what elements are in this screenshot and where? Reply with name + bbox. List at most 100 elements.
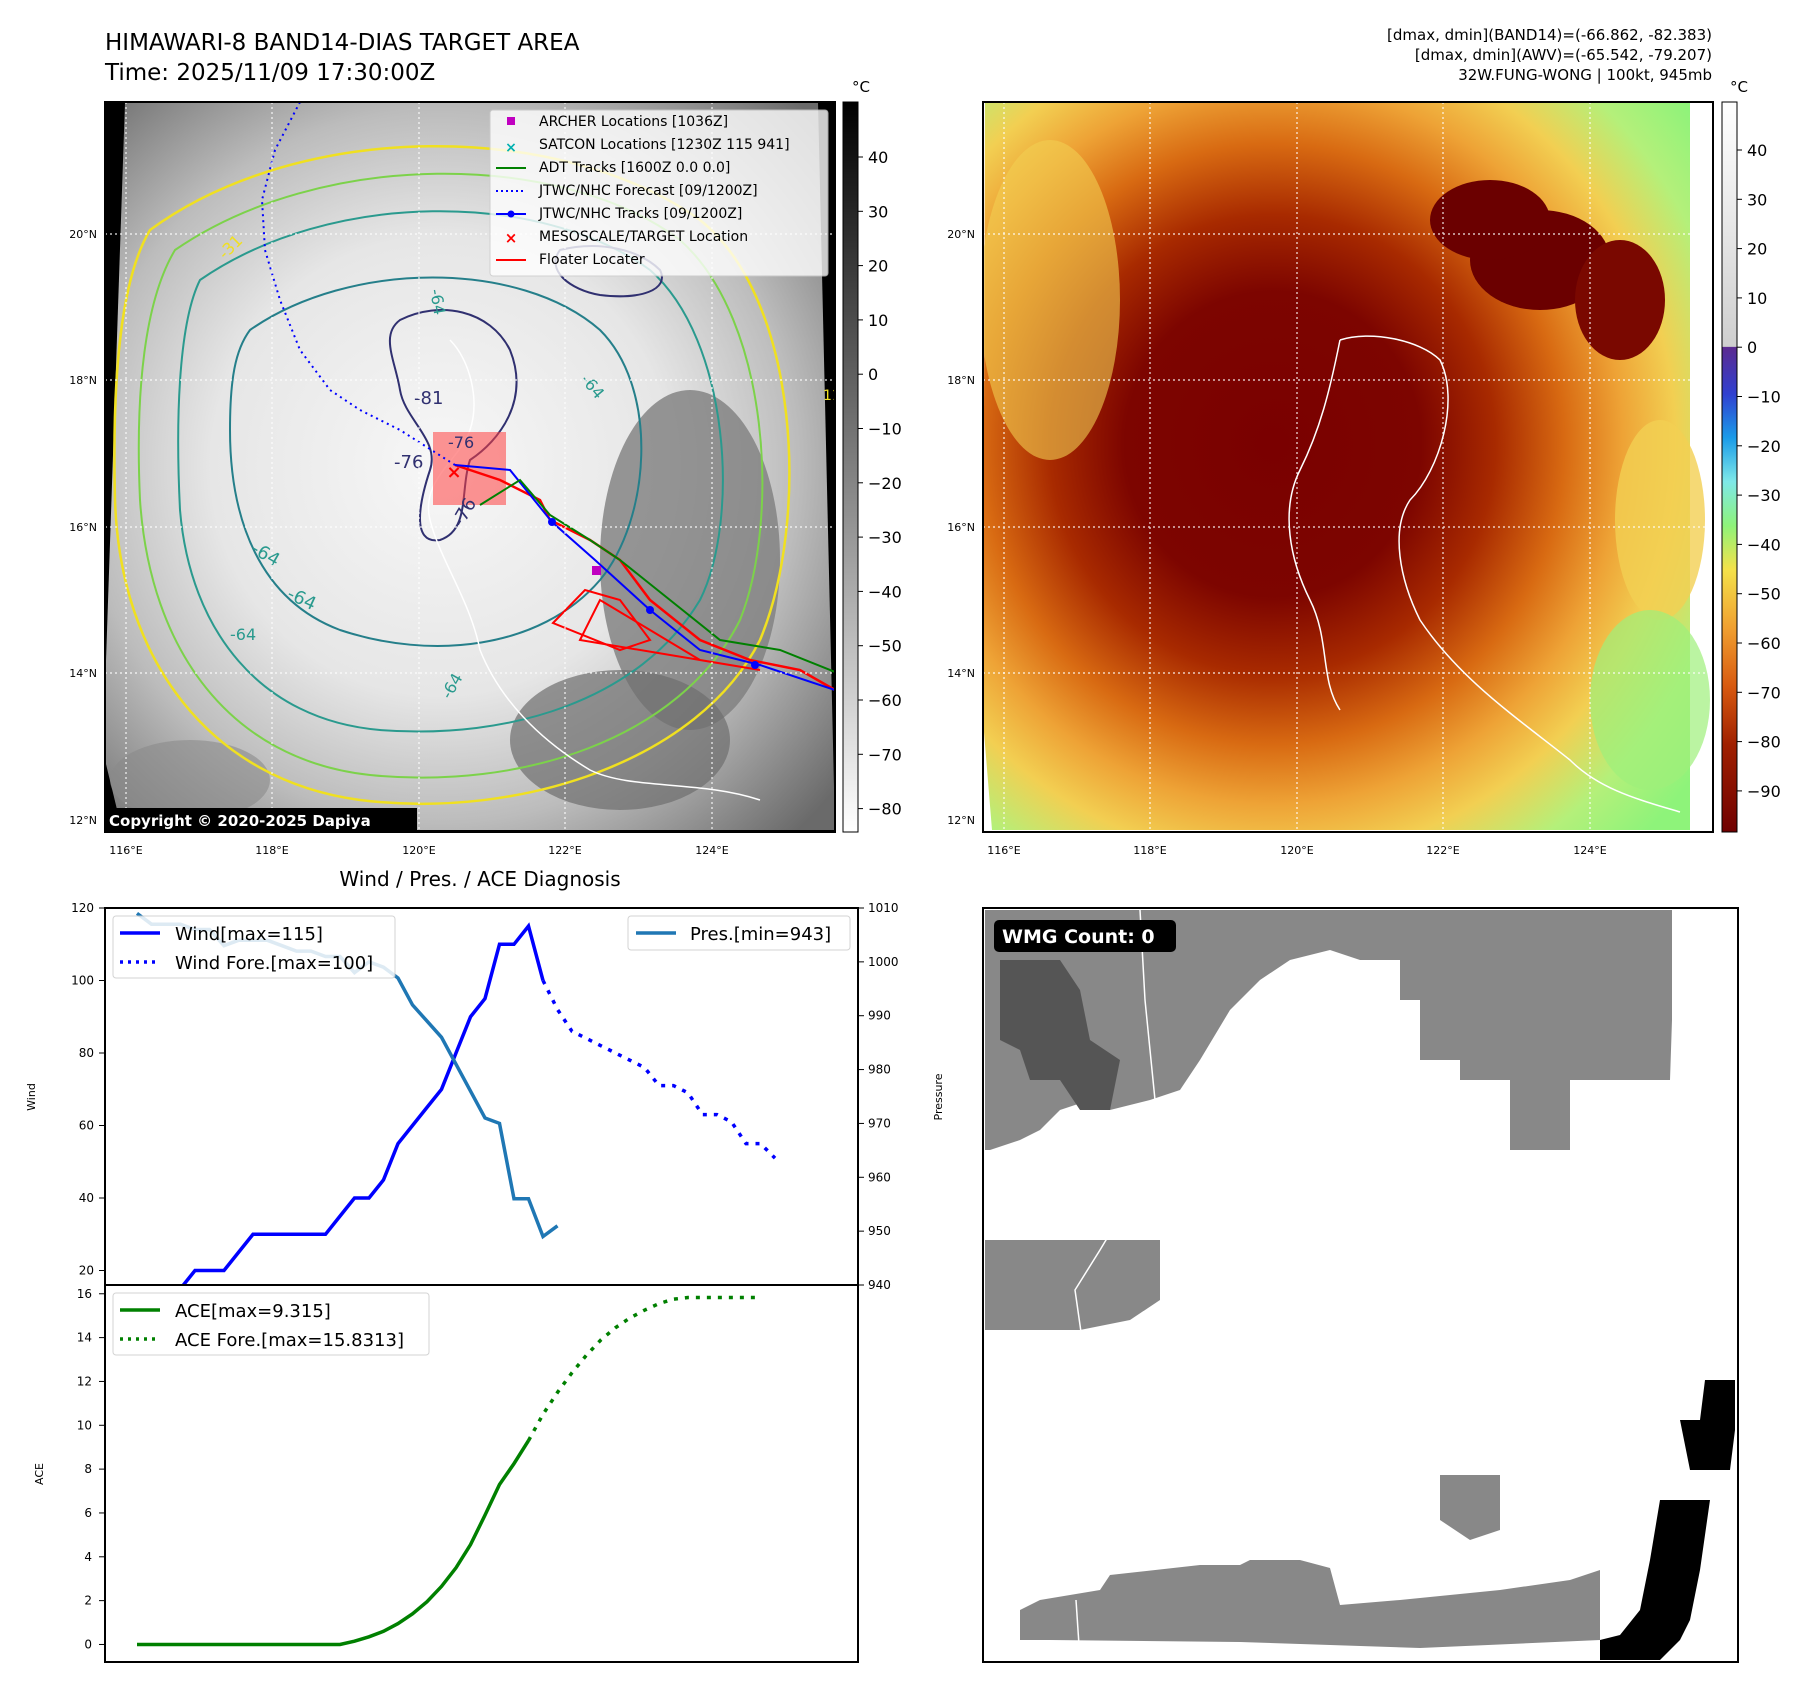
ace-chart: ACE 16 14 12 10 8 6 4 2 0 ACE[max=9.315] ACE For…	[33, 1284, 859, 1663]
ace-fore-legend-label: ACE Fore.[max=15.8313]	[175, 1330, 404, 1351]
clear-patch	[110, 740, 270, 820]
ace-series-line	[137, 1439, 530, 1647]
pressure-ytick-label: 1000	[868, 955, 899, 969]
color-colorbar: °C 40 30 20 10 0 −10 −20 −30 −40 −50 −60 −70 −80 −90	[1721, 78, 1781, 833]
wmg-black-region	[1680, 1380, 1735, 1470]
colorbar-tick-label: −70	[1747, 683, 1781, 702]
colorbar-tick-label: 20	[868, 257, 888, 276]
pressure-ytick-label: 970	[868, 1116, 891, 1130]
colorbar-tick-label: −80	[868, 800, 902, 819]
legend-label: MESOSCALE/TARGET Location	[539, 229, 748, 245]
wind-ytick-label: 100	[71, 974, 94, 988]
ir-gray-map: × -81 -76 -76 -76 -64 -64 -64 -64 -64 -6…	[69, 101, 836, 857]
legend-label: JTWC/NHC Forecast [09/1200Z]	[538, 183, 758, 199]
legend-target-marker: ×	[505, 229, 518, 247]
coastline-luzon	[1339, 335, 1681, 813]
ace-ytick-label: 4	[84, 1550, 92, 1564]
ace-yticks: 16 14 12 10 8 6 4 2 0	[77, 1287, 105, 1651]
target-marker: ×	[446, 462, 461, 483]
colorbar-ticks: 40 30 20 10 0 −10 −20 −30 −40 −50 −60 −70 −80	[858, 148, 902, 819]
lon-label: 118°E	[1133, 844, 1166, 857]
wind-ytick-label: 20	[79, 1264, 94, 1278]
lat-label: 12°N	[69, 814, 97, 827]
wind-forecast-series-line	[541, 979, 777, 1160]
wmg-dark-region	[1000, 960, 1120, 1110]
map1-frame	[104, 101, 836, 833]
coastline	[427, 339, 761, 801]
ace-legend-box	[112, 1292, 430, 1356]
wind-yticks: 120 100 80 60 40 20	[71, 901, 105, 1278]
lon-label: 116°E	[987, 844, 1020, 857]
map2-lat-labels: 20°N 18°N 16°N 14°N 12°N	[947, 228, 975, 827]
contour-label: -64	[230, 625, 256, 644]
warm-band	[1590, 610, 1710, 790]
band14-range: [dmax, dmin](BAND14)=(-66.862, -82.383)	[1387, 26, 1712, 44]
colorbar-tick-label: −30	[868, 528, 902, 547]
colorbar-tick-label: 10	[868, 311, 888, 330]
floater-polygon	[578, 598, 761, 671]
colorbar-tick-label: −10	[868, 420, 902, 439]
legend-label: SATCON Locations [1230Z 115 941]	[539, 137, 790, 153]
lon-label: 116°E	[109, 844, 142, 857]
jtwc-point	[751, 661, 759, 669]
legend-jtwc-dot	[507, 210, 515, 218]
wmg-panel: WMG Count: 0	[982, 907, 1739, 1663]
lat-label: 12°N	[947, 814, 975, 827]
wind-fore-legend-label: Wind Fore.[max=100]	[175, 953, 373, 974]
lon-label: 124°E	[1573, 844, 1606, 857]
colorbar-tick-label: −70	[868, 745, 902, 764]
pressure-ylabel: Pressure	[932, 1073, 945, 1120]
coastline-west	[1288, 339, 1341, 711]
lon-label: 120°E	[402, 844, 435, 857]
gray-colorbar: °C 40 30 20 10 0 −10 −20 −30 −40 −50 −60 −70 −80	[842, 78, 902, 833]
map1-lat-labels: 20°N 18°N 16°N 14°N 12°N	[69, 228, 97, 827]
warm-band	[983, 140, 1120, 460]
contour-navy-core	[388, 309, 518, 542]
colorbar-unit: °C	[1730, 78, 1748, 96]
lat-label: 18°N	[69, 374, 97, 387]
ace-ytick-label: 16	[77, 1287, 92, 1301]
ace-ytick-label: 12	[77, 1374, 92, 1388]
clear-patch	[600, 390, 780, 730]
lat-label: 16°N	[947, 521, 975, 534]
lon-label: 120°E	[1280, 844, 1313, 857]
lon-label: 124°E	[695, 844, 728, 857]
legend-box	[489, 109, 829, 277]
ace-ytick-label: 6	[84, 1506, 92, 1520]
lat-label: 18°N	[947, 374, 975, 387]
colorbar-tick-label: 20	[1747, 240, 1767, 259]
ace-ytick-label: 14	[77, 1331, 92, 1345]
diagnosis-title: Wind / Pres. / ACE Diagnosis	[339, 867, 620, 891]
lat-label: 14°N	[947, 667, 975, 680]
lat-label: 16°N	[69, 521, 97, 534]
colorbar-ticks: 40 30 20 10 0 −10 −20 −30 −40 −50 −60 −70 −80 −90	[1737, 141, 1781, 801]
colorbar-tick-label: −40	[868, 582, 902, 601]
colorbar-tick-label: −50	[868, 637, 902, 656]
colorbar-tick-label: 0	[868, 365, 878, 384]
colorbar-unit: °C	[852, 78, 870, 96]
lon-label: 122°E	[548, 844, 581, 857]
map1-lon-labels: 116°E 118°E 120°E 122°E 124°E	[109, 844, 728, 857]
archer-marker	[592, 566, 601, 575]
contour-teal-inner	[228, 276, 643, 647]
storm-info: 32W.FUNG-WONG | 100kt, 945mb	[1458, 66, 1712, 84]
wind-ytick-label: 40	[79, 1191, 94, 1205]
colorbar-tick-label: 0	[1747, 338, 1757, 357]
wind-ytick-label: 80	[79, 1046, 94, 1060]
colorbar-tick-label: 40	[1747, 141, 1767, 160]
pressure-ytick-label: 940	[868, 1278, 891, 1292]
wmg-count-bg	[994, 920, 1176, 952]
legend-label: JTWC/NHC Tracks [09/1200Z]	[538, 206, 742, 222]
wind-series-line	[137, 922, 545, 1291]
wmg-gray-region	[1020, 1560, 1600, 1648]
warm-band	[1615, 420, 1705, 620]
ace-ytick-label: 2	[84, 1594, 92, 1608]
wmg-gray-region	[985, 1240, 1160, 1330]
wmg-road-line	[1074, 909, 1161, 1361]
ace-forecast-series-line	[526, 1295, 761, 1442]
wmg-road-line	[1075, 1599, 1081, 1661]
colorbar-tick-label: −10	[1747, 388, 1781, 407]
pres-legend-label: Pres.[min=943]	[690, 924, 831, 945]
wind-legend: Wind[max=115] Wind Fore.[max=100]	[112, 915, 396, 979]
map2-lon-labels: 116°E 118°E 120°E 122°E 124°E	[987, 844, 1606, 857]
